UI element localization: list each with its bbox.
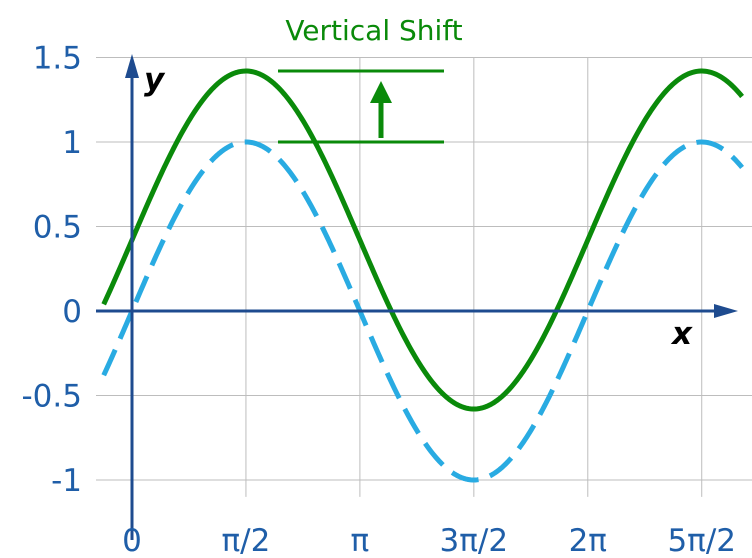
x-tick-label: π: [351, 523, 370, 558]
curves: [101, 68, 744, 483]
y-tick-label: 0.5: [33, 210, 82, 246]
y-tick-label: 1: [62, 125, 82, 161]
y-axis-arrow: [125, 54, 139, 78]
axes: [96, 54, 738, 540]
y-tick-label: 1.5: [33, 41, 82, 77]
x-axis-arrow: [714, 304, 738, 318]
annotation-text: Vertical Shift: [285, 14, 462, 47]
x-axis-label: x: [670, 316, 693, 352]
x-tick-label: π/2: [222, 523, 271, 558]
y-tick-label: -0.5: [22, 379, 83, 415]
x-tick-label: 3π/2: [440, 523, 509, 558]
y-tick-label: -1: [51, 463, 82, 499]
tick-labels: 1.5 1 0.5 0 -0.5 -1 0 π/2 π 3π/2 2π 5π/2: [22, 41, 737, 558]
x-tick-label: 2π: [569, 523, 607, 558]
shift-arrow-head: [370, 81, 392, 104]
y-tick-label: 0: [62, 294, 82, 330]
y-axis-label: y: [144, 62, 166, 98]
grid: [96, 57, 752, 497]
series-shifted-solid: [101, 68, 744, 412]
x-tick-label: 5π/2: [667, 523, 736, 558]
x-tick-label: 0: [122, 523, 142, 558]
vertical-shift-annotation: Vertical Shift: [278, 14, 463, 144]
